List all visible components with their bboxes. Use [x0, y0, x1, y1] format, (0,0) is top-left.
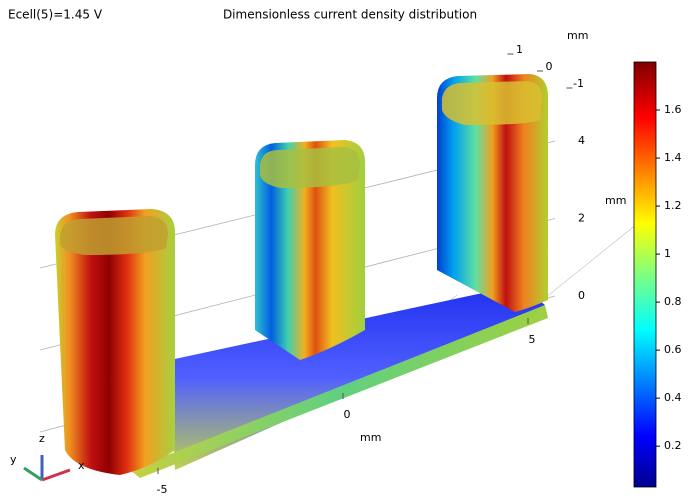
triad-label: y	[10, 453, 17, 466]
triad-label: x	[78, 459, 85, 472]
colorbar-tick-label: 1.2	[664, 199, 682, 212]
triad-label: z	[39, 432, 45, 445]
y-axis-label: mm	[567, 29, 588, 42]
pillar	[55, 209, 175, 475]
pillar-top	[260, 147, 360, 188]
surface	[55, 74, 548, 478]
pillar	[255, 140, 365, 360]
z-axis-label: mm	[605, 194, 626, 207]
colorbar-ticks: 0.2 0.4 0.6 0.8 1 1.2 1.4 1.6	[656, 103, 682, 452]
subtitle: Ecell(5)=1.45 V	[8, 8, 103, 22]
colorbar-tick-label: 0.4	[664, 391, 682, 404]
z-tick-label: 2	[578, 212, 585, 225]
triad-y	[23, 466, 43, 482]
pillar-top	[442, 81, 542, 125]
x-axis-label: mm	[360, 431, 381, 444]
colorbar-tick-label: 1	[664, 247, 671, 260]
z-tick-label: 0	[578, 289, 585, 302]
triad-x	[41, 468, 71, 482]
chart-title: Dimensionless current density distributi…	[223, 8, 477, 22]
axis-triad: x y z	[10, 432, 85, 482]
x-tick-label: -5	[157, 483, 168, 496]
z-tick-label: 4	[578, 134, 585, 147]
colorbar-tick-label: 1.6	[664, 103, 682, 116]
colorbar-tick-label: 0.2	[664, 439, 682, 452]
y-tick-label: 0	[546, 60, 553, 73]
x-tick-label: 5	[529, 333, 536, 346]
pillar	[437, 74, 548, 312]
pillar-top	[60, 216, 168, 255]
colorbar-tick-label: 1.4	[664, 151, 682, 164]
grid-line	[529, 219, 643, 311]
y-tick-label: 1	[516, 43, 523, 56]
colorbar-tick-label: 0.8	[664, 295, 682, 308]
colorbar	[633, 61, 657, 488]
colorbar-tick-label: 0.6	[664, 343, 682, 356]
x-tick-label: 0	[344, 408, 351, 421]
base-front	[130, 305, 548, 478]
y-tick-label: -1	[573, 77, 584, 90]
